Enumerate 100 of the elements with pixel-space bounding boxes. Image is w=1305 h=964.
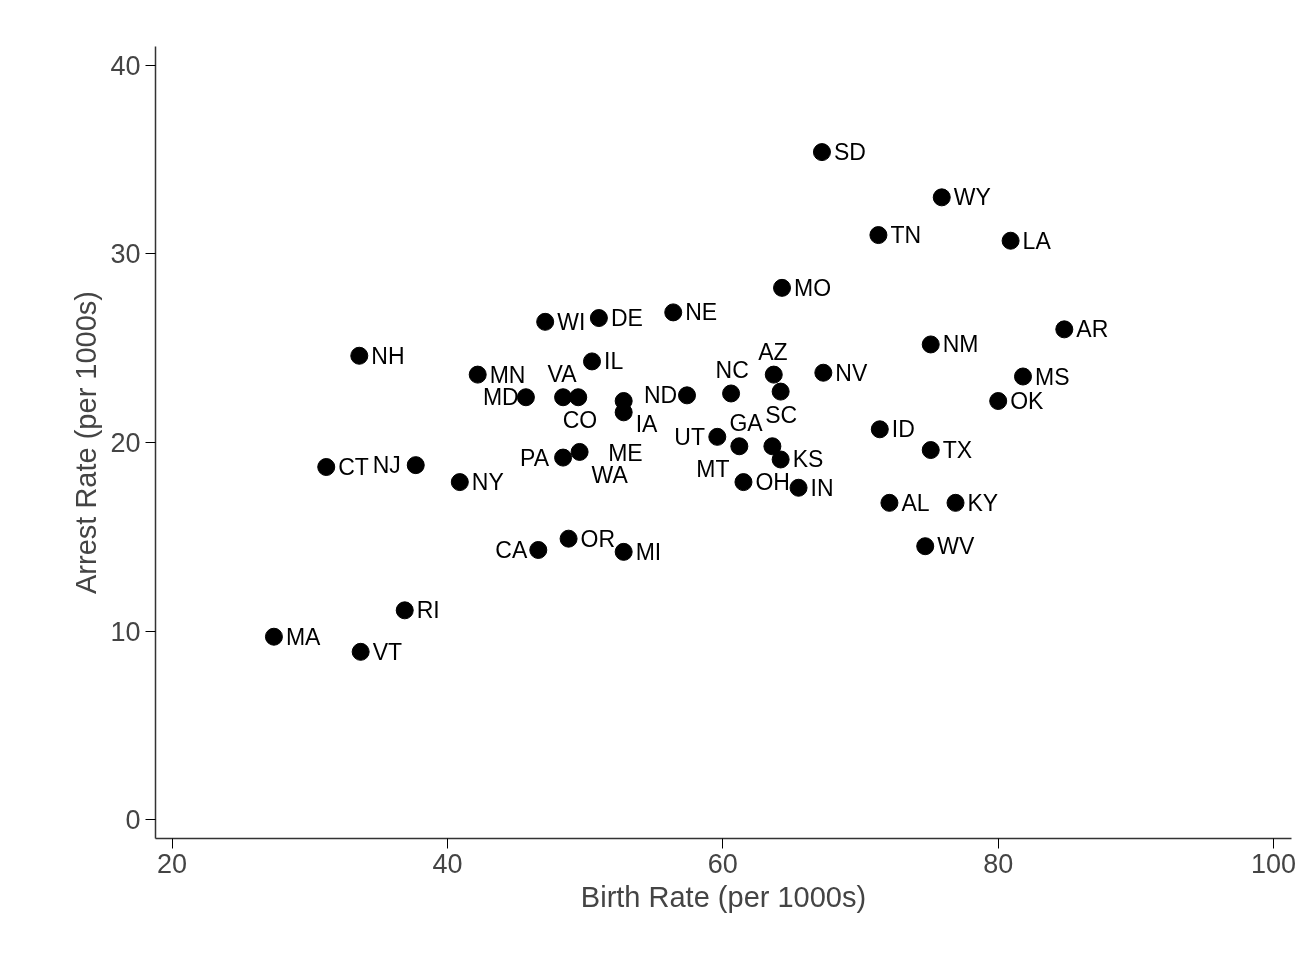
point [812, 143, 831, 162]
annotation: TX [942, 437, 973, 464]
annotation: NC [715, 357, 749, 384]
annotation: CA [495, 536, 528, 563]
point [1001, 231, 1020, 250]
point [678, 386, 697, 405]
point [1013, 367, 1032, 386]
annotation: NE [685, 299, 718, 326]
annotation: NJ [372, 452, 401, 479]
annotation: TN [890, 222, 922, 249]
point [554, 388, 573, 407]
annotation: LA [1022, 227, 1052, 254]
point [734, 473, 753, 492]
annotation: WV [937, 533, 975, 560]
point [664, 303, 683, 322]
annotation: AL [901, 489, 930, 516]
point [921, 441, 940, 460]
annotation: ND [644, 382, 678, 409]
point [773, 278, 792, 297]
annotation: NY [471, 469, 504, 496]
annotation: MO [794, 274, 832, 301]
point [317, 458, 336, 476]
point [529, 541, 548, 559]
point [468, 365, 487, 384]
annotation: NM [942, 331, 979, 358]
annotation: MS [1034, 363, 1070, 390]
y-tick-label: 40 [110, 50, 141, 81]
point [589, 309, 608, 328]
annotation: RI [416, 597, 440, 624]
annotation: PA [520, 444, 550, 471]
annotation: IA [635, 411, 659, 438]
point [395, 601, 414, 620]
point [570, 442, 589, 461]
point [771, 382, 790, 401]
annotation: CO [562, 407, 598, 434]
annotation: MA [285, 623, 322, 650]
point [989, 392, 1008, 410]
x-tick-label: 100 [1251, 848, 1297, 879]
annotation: AZ [758, 338, 788, 365]
point [450, 473, 469, 492]
x-axis-title: Birth Rate (per 1000s) [580, 880, 867, 913]
point [351, 642, 370, 661]
annotation: IL [604, 348, 624, 375]
point [932, 188, 951, 207]
point [1055, 320, 1074, 339]
point [921, 335, 940, 354]
point [708, 427, 727, 446]
y-axis-title: Arrest Rate (per 1000s) [70, 290, 103, 595]
y-tick-label: 10 [110, 616, 141, 647]
annotation: CT [338, 454, 369, 481]
point [554, 448, 573, 467]
annotation: WI [557, 308, 586, 335]
annotation: SC [765, 401, 798, 428]
y-tick-label: 30 [110, 239, 141, 270]
y-tick-label: 0 [125, 805, 141, 836]
point [946, 493, 965, 512]
annotation: OH [755, 469, 790, 496]
annotation: SD [833, 139, 866, 166]
annotation: MI [635, 538, 662, 565]
point [722, 384, 741, 403]
point [916, 537, 935, 556]
annotation: MT [696, 456, 730, 483]
annotation: AR [1076, 316, 1109, 343]
point [559, 529, 578, 548]
point [264, 627, 283, 646]
point [730, 437, 749, 456]
annotation: NV [835, 359, 868, 386]
point [870, 420, 889, 439]
point [614, 542, 633, 561]
point [764, 365, 783, 384]
annotation: ID [891, 416, 915, 443]
annotation: WY [953, 184, 991, 211]
annotation: UT [674, 423, 705, 450]
annotation: IN [810, 474, 834, 501]
annotation: OK [1010, 388, 1045, 415]
annotation: GA [729, 410, 764, 437]
y-tick-label: 20 [110, 428, 141, 458]
point [350, 346, 369, 365]
annotation: KY [967, 489, 999, 516]
x-tick-label: 80 [983, 848, 1014, 879]
point [516, 388, 535, 407]
point [789, 478, 808, 497]
point [814, 363, 833, 382]
annotation: NH [371, 342, 405, 369]
point [406, 456, 425, 475]
annotation: VT [372, 638, 403, 665]
point [880, 493, 899, 512]
x-tick-label: 60 [707, 848, 738, 879]
point [536, 312, 555, 331]
point [763, 437, 782, 456]
point [569, 388, 588, 407]
annotation: VA [547, 361, 578, 388]
x-tick-label: 20 [157, 848, 188, 879]
annotation: DE [610, 305, 643, 332]
point [771, 450, 790, 469]
x-tick-label: 40 [432, 848, 463, 879]
point [869, 226, 888, 245]
annotation: OR [580, 525, 616, 552]
point [583, 352, 601, 371]
annotation: KS [792, 446, 824, 473]
